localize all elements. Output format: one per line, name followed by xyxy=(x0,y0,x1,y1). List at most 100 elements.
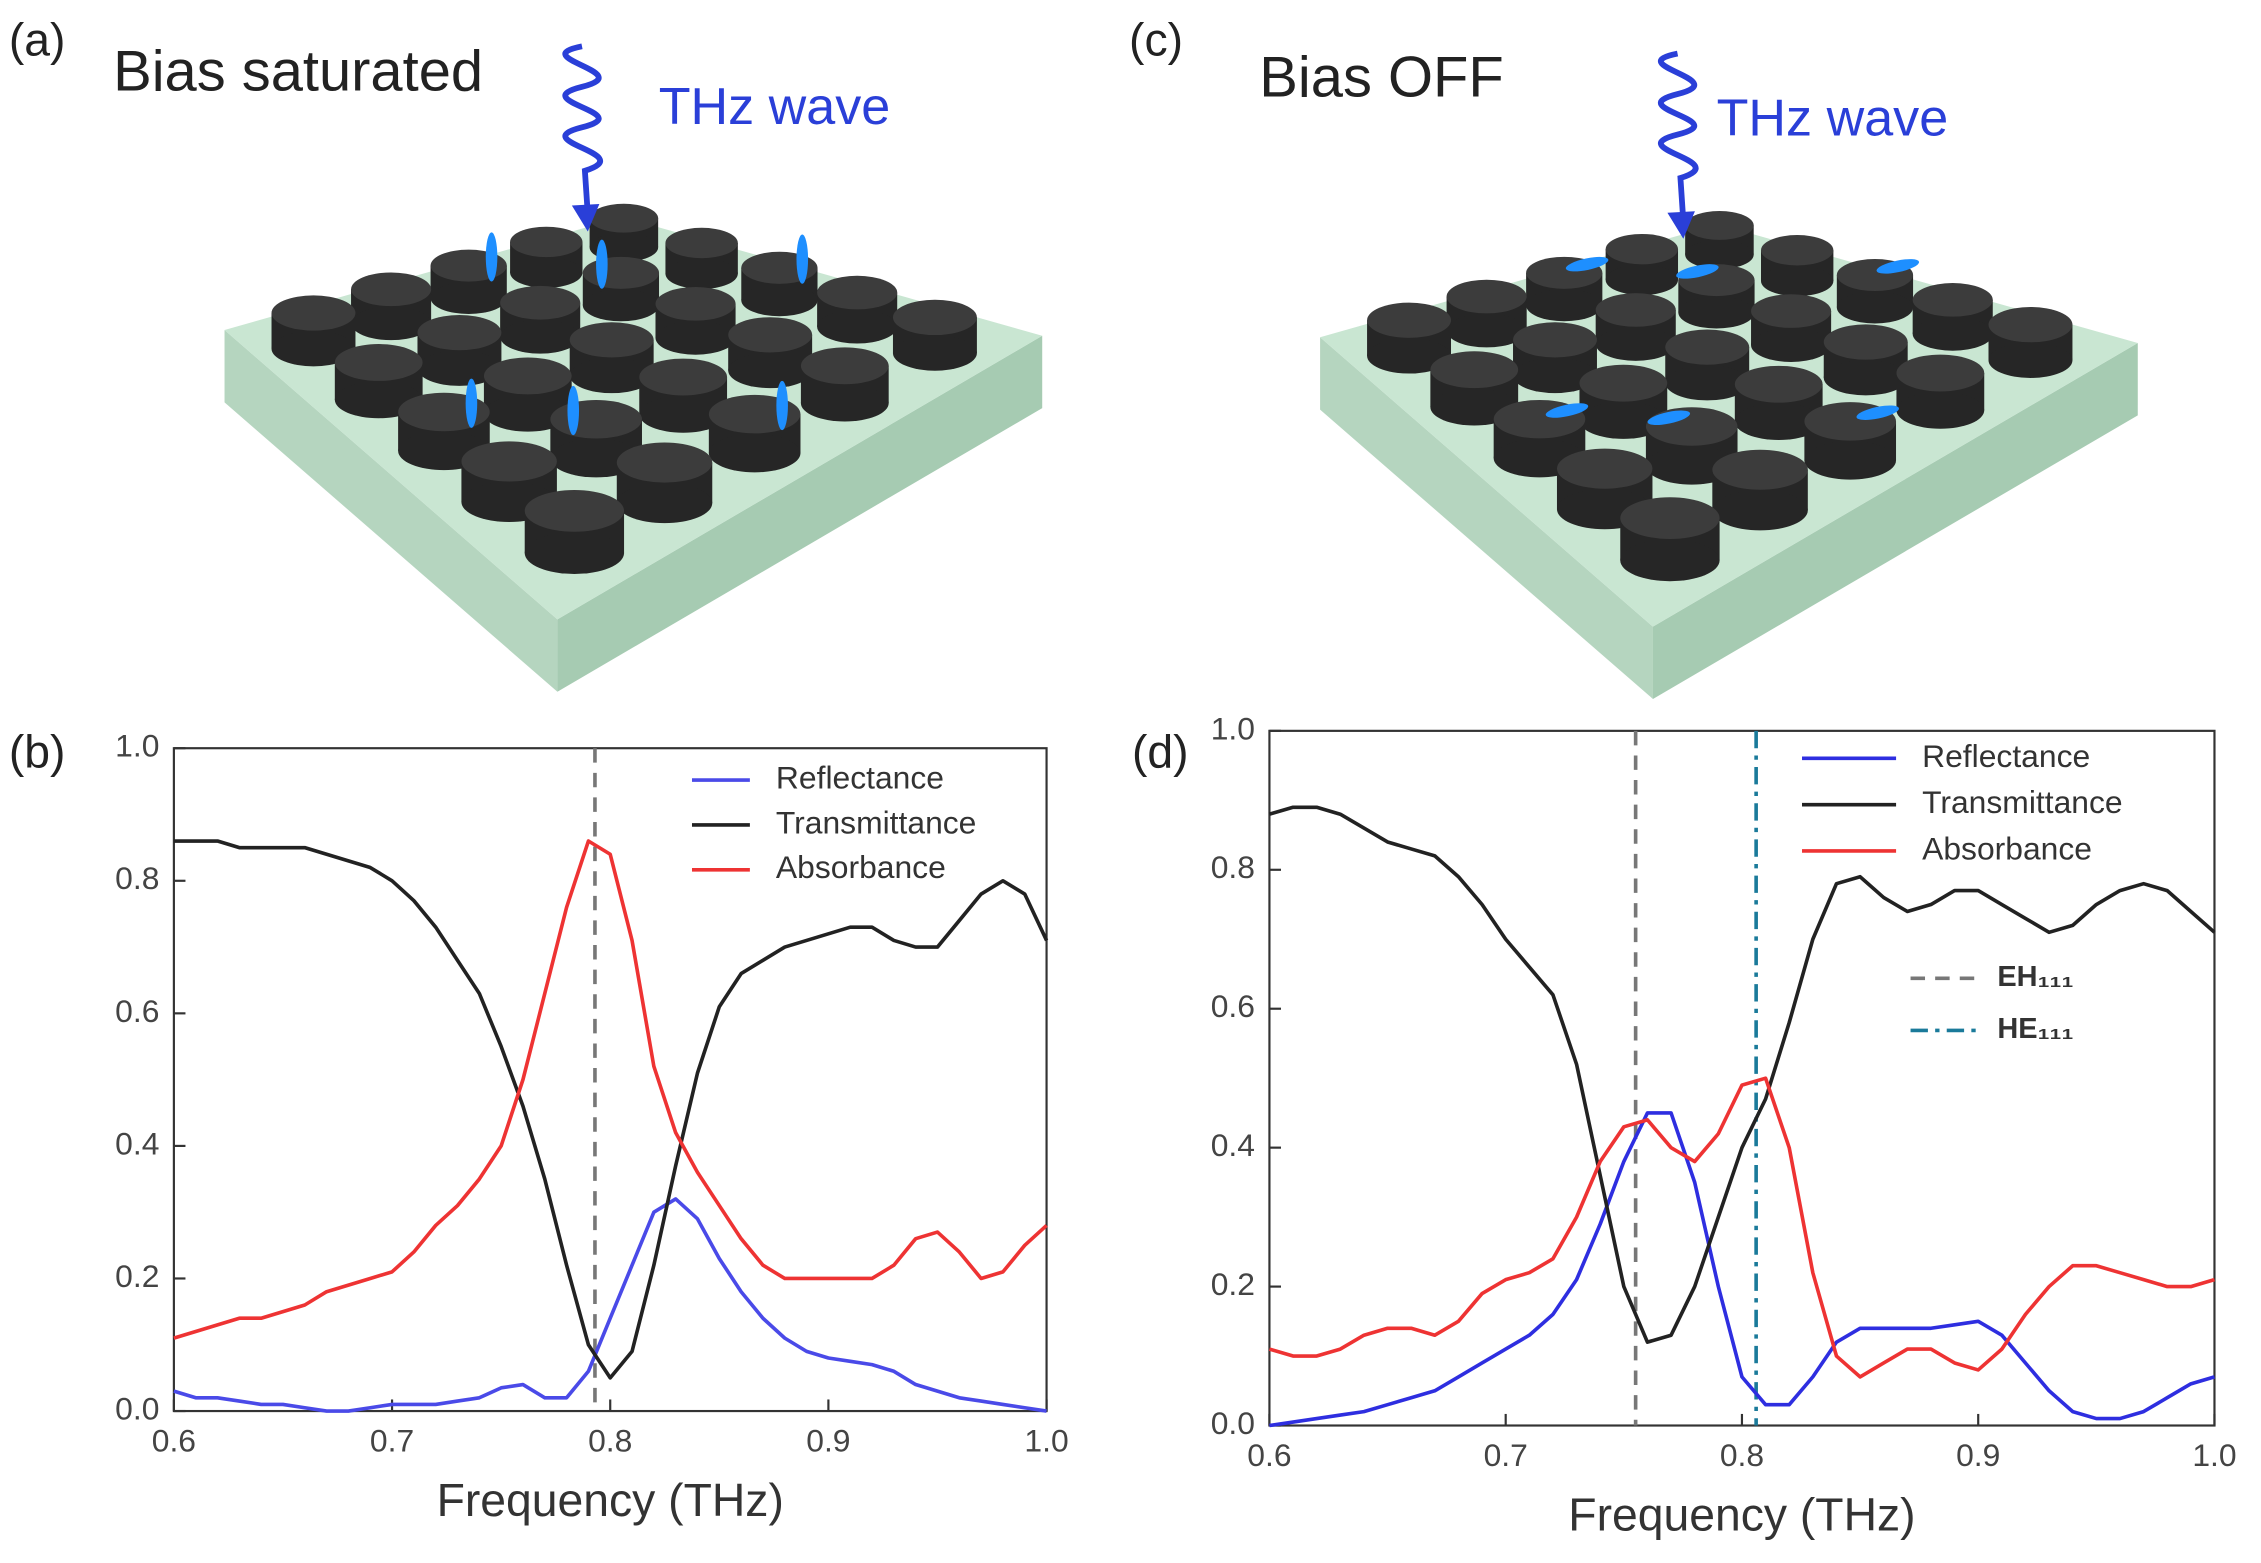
legend-label: Transmittance xyxy=(1922,784,2122,820)
legend-label: Absorbance xyxy=(1922,830,2092,866)
pillar-top xyxy=(589,203,659,233)
thz-wave xyxy=(1658,50,1699,222)
pillar-base xyxy=(1912,317,1993,351)
x-tick-label: 0.9 xyxy=(806,1422,850,1458)
spin xyxy=(596,239,608,289)
pillar-base xyxy=(1367,338,1452,374)
x-tick-label: 0.9 xyxy=(1956,1437,2000,1473)
y-tick-label: 0.8 xyxy=(1211,849,1255,885)
pillar-top xyxy=(892,299,977,336)
wave-label: THz wave xyxy=(1717,89,1949,147)
y-tick-label: 1.0 xyxy=(1211,710,1255,746)
spin xyxy=(1565,256,1609,272)
pillar-top xyxy=(1760,235,1834,266)
pillar-base xyxy=(1685,240,1754,269)
pillar-base xyxy=(1712,490,1808,531)
pillar-base xyxy=(616,483,713,524)
slab-side xyxy=(1320,337,1653,700)
pillar-base xyxy=(569,357,654,394)
spin xyxy=(1876,259,1920,274)
x-tick-label: 0.8 xyxy=(1720,1437,1764,1473)
pillar-top xyxy=(351,272,432,307)
pillar-base xyxy=(655,321,736,355)
series-line xyxy=(173,839,1048,1340)
pillar-base xyxy=(1579,402,1668,439)
spin xyxy=(465,378,478,428)
legend-label: Absorbance xyxy=(776,849,946,885)
pillar-base xyxy=(1836,291,1914,324)
pillar-base xyxy=(1896,391,1985,429)
pillar-top xyxy=(334,344,423,381)
illustration-title: Bias OFF xyxy=(1259,45,1503,109)
pillar-top xyxy=(1579,364,1668,402)
x-tick-label: 1.0 xyxy=(1024,1422,1068,1458)
pillar-top xyxy=(582,256,660,289)
spin xyxy=(776,380,788,431)
pillar-top xyxy=(1988,307,2073,343)
legend-label: EH₁₁₁ xyxy=(1997,961,2073,993)
series-line xyxy=(1269,1111,2215,1428)
series-line xyxy=(173,1197,1047,1413)
pillar-top xyxy=(1556,448,1653,489)
x-tick-label: 1.0 xyxy=(2192,1437,2236,1473)
spin xyxy=(1647,410,1691,426)
pillar-top xyxy=(1912,283,1993,317)
pillar-top xyxy=(524,490,625,532)
pillar-top xyxy=(1367,302,1452,338)
pillar-base xyxy=(1678,296,1755,329)
y-tick-label: 0.6 xyxy=(1211,988,1255,1024)
y-tick-label: 1.0 xyxy=(115,728,159,764)
legend-label: Reflectance xyxy=(1922,738,2090,774)
pillar-base xyxy=(1665,365,1750,401)
y-tick-label: 0.0 xyxy=(115,1390,159,1426)
spin xyxy=(485,232,498,282)
spin xyxy=(1676,264,1719,279)
pillar-top xyxy=(1645,407,1738,446)
pillar-top xyxy=(461,441,557,482)
pillar-base xyxy=(483,394,572,432)
pillar-top xyxy=(665,227,738,259)
pillar-top xyxy=(616,442,713,483)
pillar-top xyxy=(728,317,813,353)
y-tick-label: 0.4 xyxy=(1211,1127,1255,1163)
illustration xyxy=(224,43,1043,692)
pillar-top xyxy=(1605,233,1679,265)
x-axis-label: Frequency (THz) xyxy=(1568,1488,1915,1540)
pillar-base xyxy=(524,532,625,574)
pillar-base xyxy=(639,395,728,433)
pillar-top xyxy=(655,287,736,321)
pillar-base xyxy=(1804,441,1897,480)
pillar-base xyxy=(510,257,583,288)
panel-label: (a) xyxy=(9,14,66,66)
pillar-base xyxy=(800,384,889,422)
pillar-base xyxy=(500,319,581,354)
pillar-base xyxy=(1620,539,1720,582)
pillar-base xyxy=(1760,265,1834,297)
legend-label: Reflectance xyxy=(776,759,944,795)
pillar-base xyxy=(665,258,738,289)
series-line xyxy=(1268,1076,2215,1379)
pillar-top xyxy=(1685,211,1754,240)
y-tick-label: 0.2 xyxy=(1211,1266,1255,1302)
series-line xyxy=(1268,805,2216,1344)
x-tick-label: 0.6 xyxy=(152,1422,196,1458)
pillar-base xyxy=(1446,313,1527,348)
pillar-base xyxy=(728,352,813,389)
pillar-top xyxy=(1665,329,1750,365)
y-tick-label: 0.4 xyxy=(115,1125,159,1161)
spin xyxy=(796,234,809,284)
series-line xyxy=(173,839,1049,1380)
y-tick-label: 0.0 xyxy=(1211,1405,1255,1441)
pillar-base xyxy=(1823,360,1908,396)
legend-label: HE₁₁₁ xyxy=(1997,1013,2073,1045)
pillar-top xyxy=(417,314,502,351)
pillar-top xyxy=(271,295,356,331)
pillar-top xyxy=(1734,365,1823,403)
pillar-top xyxy=(1430,351,1519,389)
pillar-base xyxy=(1513,357,1597,394)
spin xyxy=(567,385,580,436)
pillar-top xyxy=(1446,279,1527,314)
y-tick-label: 0.6 xyxy=(115,993,159,1029)
pillar-top xyxy=(1751,294,1832,328)
panel-label: (c) xyxy=(1129,14,1183,66)
